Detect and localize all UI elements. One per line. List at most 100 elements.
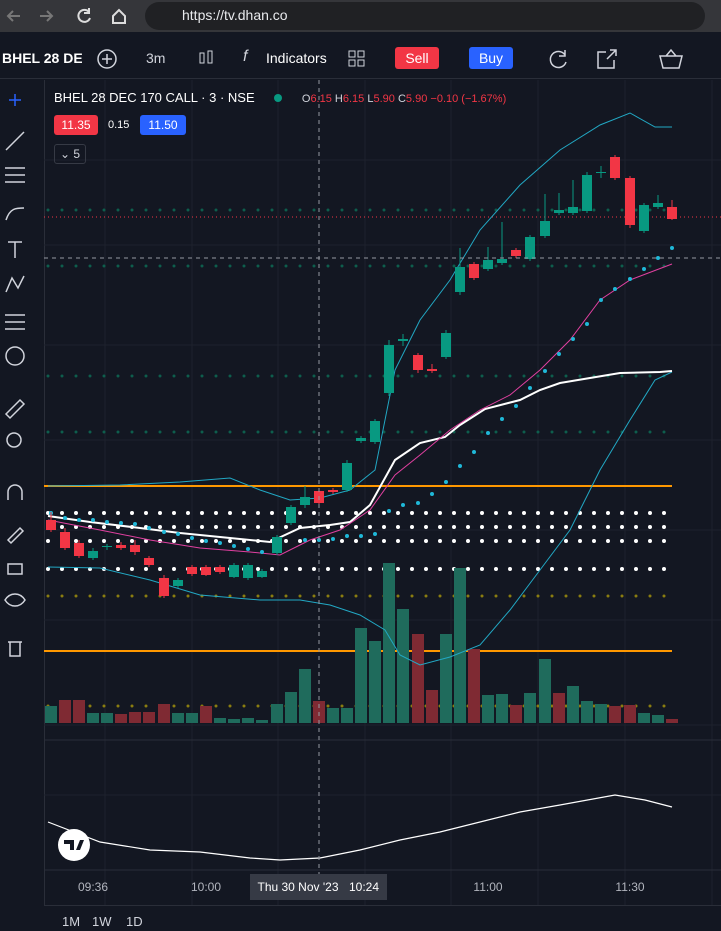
volume-bar bbox=[383, 563, 395, 723]
sar-dot bbox=[628, 277, 632, 281]
visibility-tool[interactable] bbox=[4, 593, 26, 607]
chart-type[interactable] bbox=[196, 47, 216, 71]
top-toolbar: BHEL 28 DEC 3m Indicators f Sell Buy bbox=[0, 40, 721, 79]
ask[interactable]: 11.50 bbox=[140, 115, 186, 135]
sar-dot bbox=[218, 541, 222, 545]
interval[interactable]: 3m bbox=[146, 50, 166, 66]
sar-dot bbox=[373, 532, 377, 536]
chart-area: 09:36 10:00 11:00 11:30 Thu 30 Nov '23 10:24 bbox=[44, 80, 721, 905]
legend-title: BHEL 28 DEC 170 CALL · 3 · NSE bbox=[54, 90, 255, 105]
volume-bar bbox=[652, 715, 664, 723]
tv-logo-mark bbox=[64, 840, 84, 850]
oscillator-line bbox=[47, 794, 673, 861]
candle-body bbox=[370, 421, 380, 442]
candle-body bbox=[469, 264, 479, 278]
sell-button[interactable]: Sell bbox=[395, 47, 439, 69]
candle-body bbox=[667, 207, 677, 219]
sar-dot bbox=[91, 518, 95, 522]
candle-body bbox=[144, 558, 154, 565]
lock-tool[interactable] bbox=[7, 563, 23, 575]
sar-dot bbox=[232, 544, 236, 548]
buy-button[interactable]: Buy bbox=[469, 47, 513, 69]
volume-bar bbox=[454, 568, 466, 723]
pattern-tool[interactable] bbox=[5, 275, 25, 293]
volume-bar bbox=[271, 704, 283, 723]
candle-body bbox=[173, 580, 183, 586]
sar-dot bbox=[444, 480, 448, 484]
volume-bar bbox=[341, 708, 353, 723]
forecast-tool[interactable] bbox=[5, 314, 25, 330]
candle-body bbox=[60, 532, 70, 548]
volume-bar bbox=[553, 693, 565, 723]
ruler-tool[interactable] bbox=[4, 398, 26, 420]
indicator-count: 5 bbox=[73, 147, 81, 161]
address-bar[interactable] bbox=[145, 2, 705, 30]
right-tools[interactable] bbox=[540, 44, 710, 74]
change: −0.10 (−1.67%) bbox=[430, 93, 507, 105]
volume-bar bbox=[567, 686, 579, 723]
volume-bar bbox=[539, 659, 551, 723]
fx-icon: f bbox=[243, 48, 248, 65]
sar-dot bbox=[642, 267, 646, 271]
text-tool[interactable] bbox=[8, 241, 22, 258]
emoji-tool[interactable] bbox=[5, 346, 25, 366]
candle-body bbox=[625, 178, 635, 225]
indicator-toggle[interactable]: ⌄ 5 bbox=[54, 144, 86, 164]
magnet-tool[interactable] bbox=[7, 484, 23, 500]
add-symbol[interactable] bbox=[95, 47, 119, 71]
volume-bar bbox=[45, 706, 57, 723]
volume-bar bbox=[327, 708, 339, 723]
candle-body bbox=[286, 507, 296, 523]
symbol[interactable]: BHEL 28 DEC bbox=[2, 50, 82, 66]
h-label: H bbox=[334, 93, 343, 105]
volume-bar bbox=[666, 719, 678, 723]
fib-tool[interactable] bbox=[5, 167, 25, 183]
volume-bar bbox=[87, 713, 99, 723]
sar-dot bbox=[514, 404, 518, 408]
bid[interactable]: 11.35 bbox=[54, 115, 98, 135]
h: 6.15 bbox=[342, 93, 365, 105]
volume-bar bbox=[200, 706, 212, 723]
crosshair-tool[interactable] bbox=[9, 94, 21, 106]
lock-draw-tool[interactable] bbox=[6, 526, 25, 545]
sar-dot bbox=[557, 352, 561, 356]
volume-bar bbox=[581, 701, 593, 723]
time-label: 10:00 bbox=[191, 880, 221, 894]
o: 6.15 bbox=[310, 93, 332, 105]
sar-dot bbox=[416, 501, 420, 505]
layouts[interactable] bbox=[347, 49, 367, 69]
bollinger-upper bbox=[47, 112, 672, 501]
volume-bar bbox=[369, 641, 381, 723]
trend-tool[interactable] bbox=[5, 131, 25, 151]
candle-body bbox=[159, 578, 169, 596]
sar-dot bbox=[486, 431, 490, 435]
zoom-tool[interactable] bbox=[6, 432, 22, 448]
volume-bar bbox=[355, 628, 367, 723]
volume-bar bbox=[482, 695, 494, 723]
range-1m[interactable]: 1M bbox=[62, 914, 81, 929]
left-toolbar bbox=[4, 80, 45, 905]
cursor-time: 10:24 bbox=[349, 880, 379, 894]
sar-dot bbox=[105, 520, 109, 524]
url[interactable]: https://tv.dhan.co bbox=[182, 7, 288, 23]
l: 5.90 bbox=[373, 93, 395, 105]
candle-body bbox=[328, 490, 338, 492]
range-1d[interactable]: 1D bbox=[126, 914, 143, 929]
time-label: 11:00 bbox=[473, 880, 502, 894]
sar-dot bbox=[63, 516, 67, 520]
volume-bar bbox=[638, 713, 650, 723]
sar-dot bbox=[176, 532, 180, 536]
candle-body bbox=[201, 567, 211, 575]
brush-tool[interactable] bbox=[5, 207, 25, 221]
candle-body bbox=[46, 520, 56, 530]
volume-bar bbox=[256, 720, 268, 723]
sar-dot bbox=[458, 464, 462, 468]
range-1w[interactable]: 1W bbox=[92, 914, 112, 929]
indicators[interactable]: Indicators bbox=[266, 50, 327, 66]
trash-tool[interactable] bbox=[8, 641, 22, 657]
candle-body bbox=[596, 172, 606, 173]
sar-dot bbox=[571, 337, 575, 341]
candle-body bbox=[568, 207, 578, 213]
candle-body bbox=[582, 175, 592, 211]
candle-body bbox=[525, 237, 535, 259]
